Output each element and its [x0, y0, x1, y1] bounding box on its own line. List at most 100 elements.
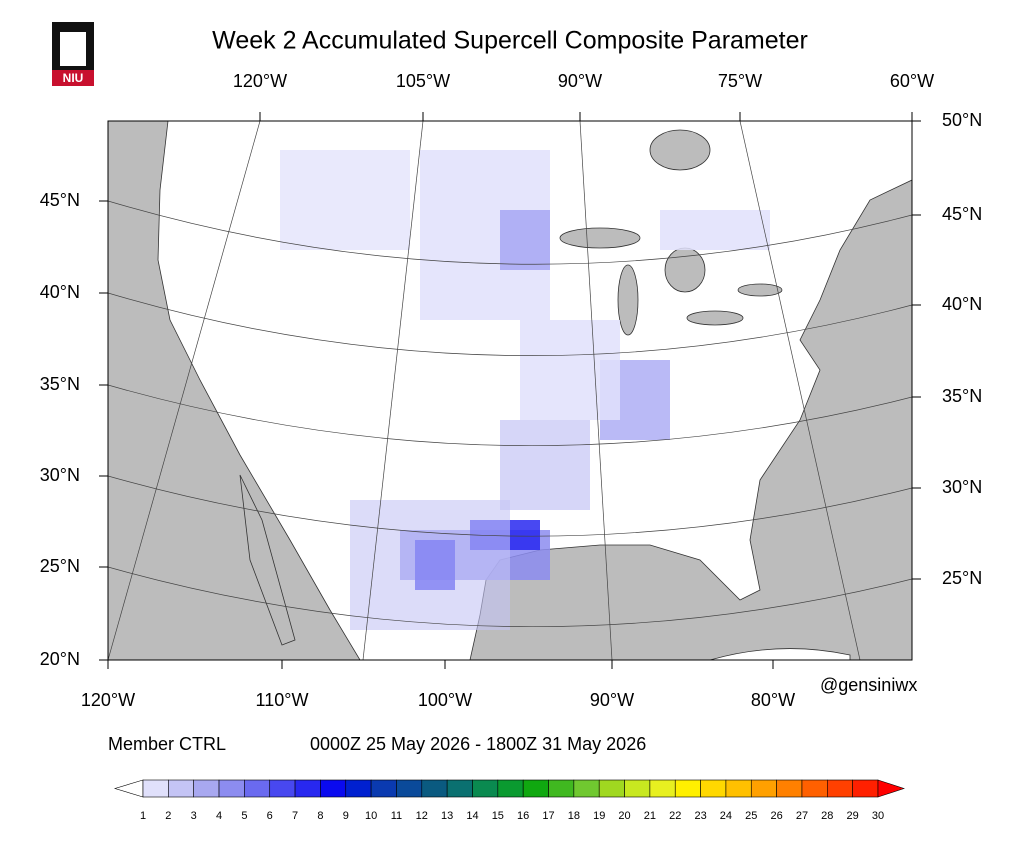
colorbar-label: 15	[492, 810, 504, 822]
lon-label: 120°W	[233, 71, 287, 91]
colorbar-label: 24	[720, 810, 732, 822]
lake	[559, 227, 641, 249]
logo: NIU	[52, 22, 94, 86]
colorbar-label: 6	[267, 810, 273, 822]
colorbar-box	[269, 779, 296, 798]
scp-cell	[500, 420, 590, 510]
scp-cell	[280, 150, 410, 250]
colorbar-label: 12	[416, 810, 428, 822]
colorbar-box	[598, 779, 625, 798]
colorbar-label: 16	[517, 810, 529, 822]
meridian	[579, 121, 613, 660]
parallel	[108, 384, 912, 446]
lat-label: 25°N	[40, 556, 80, 576]
colorbar-label: 30	[872, 810, 884, 822]
colorbar-arrow	[113, 779, 144, 798]
colorbar-box	[725, 779, 752, 798]
lat-label: 35°N	[942, 386, 982, 406]
scp-cell	[500, 210, 550, 270]
colorbar-label: 13	[441, 810, 453, 822]
lat-label: 20°N	[40, 649, 80, 669]
colorbar-label: 29	[847, 810, 859, 822]
colorbar-label: 11	[391, 810, 402, 822]
colorbar-box	[827, 779, 853, 798]
colorbar-label: 2	[165, 810, 171, 822]
meridian	[739, 121, 861, 660]
lon-label: 60°W	[890, 71, 934, 91]
lake	[686, 310, 744, 326]
logo-band	[52, 70, 94, 86]
colorbar-arrow	[877, 779, 905, 798]
colorbar-label: 18	[568, 810, 580, 822]
lat-label: 30°N	[942, 477, 982, 497]
colorbar-label: 8	[317, 810, 323, 822]
colorbar-box	[548, 779, 575, 798]
colorbar-label: 25	[745, 810, 757, 822]
colorbar-label: 7	[292, 810, 298, 822]
lat-label: 25°N	[942, 568, 982, 588]
map	[108, 121, 912, 660]
scp-cell	[350, 500, 510, 630]
lon-label: 105°W	[396, 71, 450, 91]
lat-label: 40°N	[40, 282, 80, 302]
graticule	[108, 121, 912, 660]
lat-label: 45°N	[40, 190, 80, 210]
colorbar-box	[168, 779, 194, 798]
colorbar-label: 5	[241, 810, 247, 822]
lake	[617, 264, 639, 336]
colorbar-box	[345, 779, 372, 798]
credit: @gensiniwx	[820, 675, 917, 695]
colorbar-box	[522, 779, 549, 798]
gulf-of-california	[239, 474, 296, 646]
lat-label: 30°N	[40, 465, 80, 485]
lat-label: 40°N	[942, 294, 982, 314]
member: Member CTRL	[108, 734, 226, 754]
scp-cell	[520, 320, 620, 420]
hudson-bay	[649, 129, 711, 171]
colorbar-box	[649, 779, 676, 798]
colorbar-label: 27	[796, 810, 808, 822]
parallel	[108, 292, 912, 356]
colorbar-box	[573, 779, 600, 798]
lat-label: 50°N	[942, 110, 982, 130]
parallel	[108, 475, 912, 537]
colorbar-box	[218, 779, 245, 798]
lon-label: 90°W	[590, 690, 634, 710]
lon-label: 80°W	[751, 690, 795, 710]
colorbar-box	[320, 779, 347, 798]
colorbar-box	[624, 779, 651, 798]
colorbar-label: 26	[770, 810, 782, 822]
lon-label: 100°W	[418, 690, 472, 710]
colorbar-box	[446, 779, 473, 798]
colorbar-label: 17	[542, 810, 554, 822]
scp-cell	[660, 210, 770, 250]
colorbar-label: 21	[644, 810, 656, 822]
lat-label: 45°N	[942, 204, 982, 224]
colorbar-box	[472, 779, 499, 798]
colorbar-label: 10	[365, 810, 377, 822]
colorbar-box	[776, 779, 803, 798]
lake	[737, 283, 783, 297]
lon-label: 110°W	[256, 690, 309, 710]
colorbar-box	[370, 779, 397, 798]
meridian	[362, 121, 424, 660]
lat-label: 35°N	[40, 374, 80, 394]
colorbar-box	[193, 779, 220, 798]
title: Week 2 Accumulated Supercell Composite P…	[212, 27, 808, 55]
colorbar-label: 19	[593, 810, 605, 822]
colorbar-label: 28	[821, 810, 833, 822]
parallel	[108, 200, 912, 265]
colorbar-label: 23	[694, 810, 706, 822]
colorbar-box	[852, 779, 879, 798]
colorbar-label: 14	[466, 810, 478, 822]
colorbar: 1 2 3 4 5 6 7 8 9 10 11 12 13 14 15 16 17 18 19 20 21 22 23 24 2…	[113, 779, 905, 822]
colorbar-box	[396, 779, 423, 798]
colorbar-box	[700, 779, 727, 798]
map-frame	[107, 120, 913, 661]
colorbar-box	[294, 779, 321, 798]
parallel	[108, 566, 912, 627]
colorbar-label: 4	[216, 810, 222, 822]
colorbar-box	[244, 779, 271, 798]
period: 0000Z 25 May 2026 - 1800Z 31 May 2026	[310, 734, 646, 754]
